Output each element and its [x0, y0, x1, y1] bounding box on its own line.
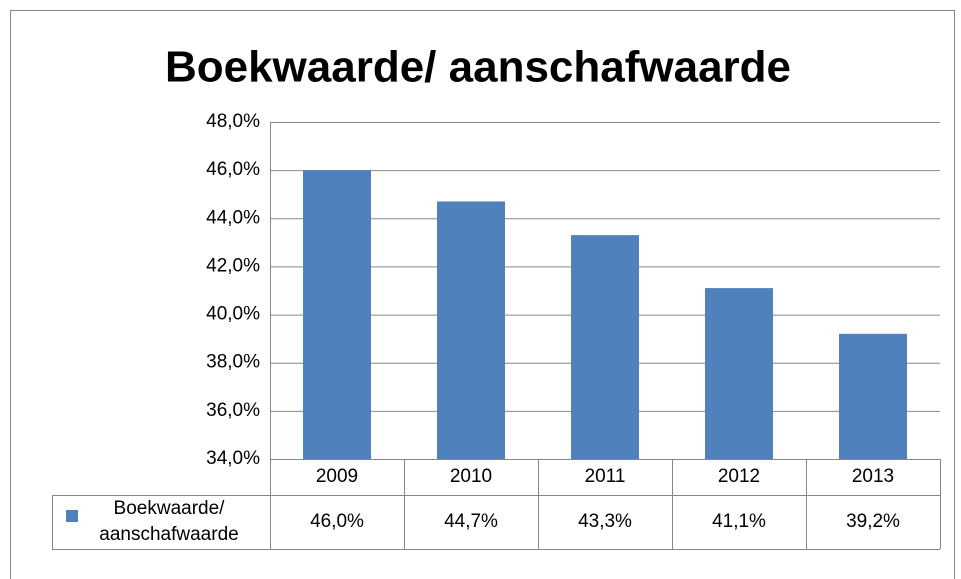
bar [705, 288, 773, 459]
x-tick-label: 2009 [316, 466, 358, 487]
bar [437, 201, 505, 459]
legend-label: Boekwaarde/ aanschafwaarde [99, 498, 239, 545]
x-tick-label: 2010 [450, 466, 492, 487]
legend-marker [66, 510, 78, 522]
y-tick-label: 38,0% [206, 352, 260, 373]
legend-entry: Boekwaarde/ aanschafwaarde [99, 498, 239, 545]
data-table-value: 41,1% [712, 511, 766, 532]
data-table-value: 44,7% [444, 511, 498, 532]
y-tick-label: 48,0% [206, 111, 260, 132]
y-tick-label: 46,0% [206, 159, 260, 180]
y-tick-label: 36,0% [206, 400, 260, 421]
data-table-value: 46,0% [310, 511, 364, 532]
x-tick-label: 2013 [852, 466, 894, 487]
chart-title: Boekwaarde/ aanschafwaarde [165, 43, 791, 92]
y-tick-label: 44,0% [206, 207, 260, 228]
bar [303, 170, 371, 459]
y-tick-label: 42,0% [206, 255, 260, 276]
x-tick-label: 2011 [585, 466, 626, 487]
bar [839, 333, 907, 459]
data-table-value: 39,2% [846, 511, 900, 532]
x-tick-label: 2012 [718, 466, 760, 487]
y-tick-label: 40,0% [206, 304, 260, 325]
bar [571, 235, 639, 459]
y-tick-label: 34,0% [206, 448, 260, 469]
data-table-value: 43,3% [578, 511, 632, 532]
